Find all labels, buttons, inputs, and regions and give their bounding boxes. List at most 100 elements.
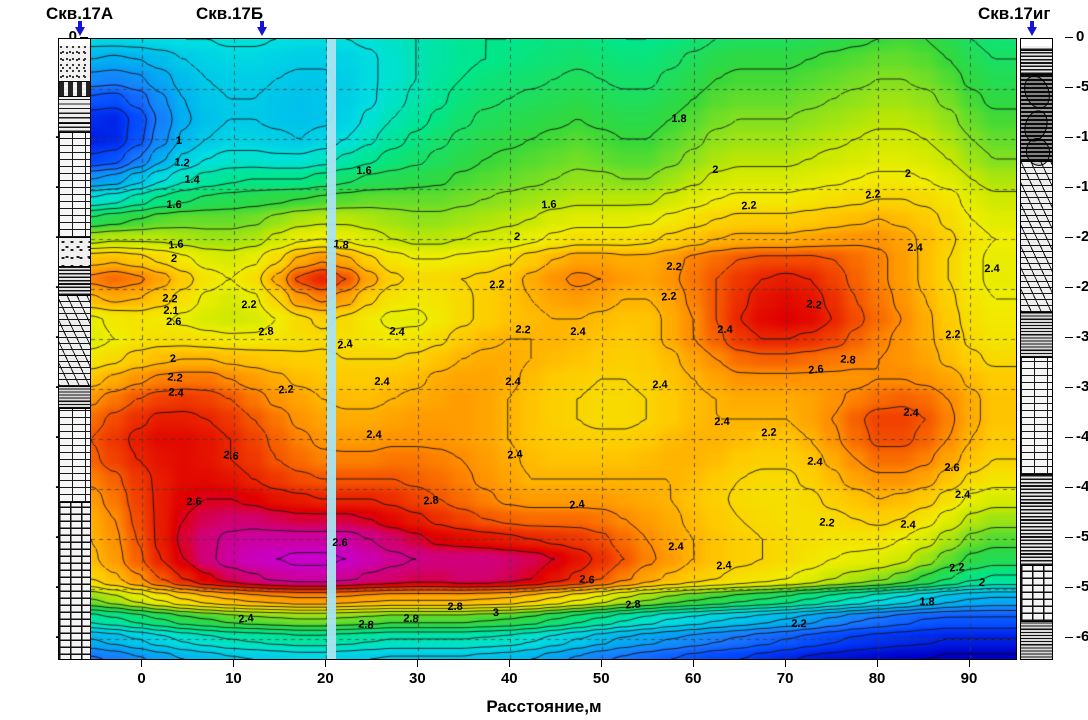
contour-label: 2	[978, 576, 986, 590]
y-tick-label-right: -45	[1065, 478, 1088, 495]
log-layer	[59, 267, 90, 296]
x-tick-label: 40	[500, 670, 518, 687]
log-layer	[59, 387, 90, 409]
y-tick-label-right: -15	[1065, 178, 1088, 195]
contour-label: 2.6	[222, 449, 239, 463]
contour-label: 2.6	[578, 573, 595, 587]
y-tick-label-right: -35	[1065, 378, 1088, 395]
x-tick-mark	[693, 659, 695, 667]
log-layer	[59, 97, 90, 124]
log-layer	[59, 82, 90, 97]
contour-label: 1.8	[918, 595, 935, 609]
y-tick-label-right: -40	[1065, 428, 1088, 445]
contour-label: 2.6	[332, 536, 348, 550]
log-layer	[1021, 75, 1052, 162]
x-tick-label: 50	[592, 670, 610, 687]
contour-label: 2.4	[389, 325, 406, 339]
contour-label: 2.2	[489, 278, 506, 292]
contour-label: 2.4	[167, 386, 184, 400]
bh-left-title: Скв.17А	[46, 4, 114, 23]
y-tick-label-right: -20	[1065, 228, 1088, 245]
x-tick-mark	[785, 659, 787, 667]
contour-label: 2.4	[366, 428, 382, 442]
contour-label: 2.4	[570, 325, 587, 339]
contour-label: 2.4	[899, 518, 916, 532]
log-layer	[1021, 51, 1052, 75]
y-tick-label-right: -30	[1065, 328, 1088, 345]
contour-label: 2.8	[257, 325, 274, 339]
log-layer	[1021, 162, 1052, 313]
y-tick-label-right: -60	[1065, 628, 1088, 645]
bh-right-log	[1020, 38, 1053, 660]
x-tick-mark	[417, 659, 419, 667]
log-layer	[1021, 475, 1052, 566]
y-tick-label-right: -50	[1065, 528, 1088, 545]
contour-label: 2	[513, 230, 521, 244]
contour-label: 2.4	[713, 415, 730, 429]
log-layer	[59, 133, 90, 238]
cross-section-plot[interactable]: 1 1.2 1.4 1.6 1.6 1.6 1.6 1.8 2 1.8 2 2 2.2 2.2 2 2.2 2.…	[90, 38, 1017, 660]
bh-left-log	[58, 38, 91, 660]
x-tick-mark	[233, 659, 235, 667]
contour-label: 2.2	[665, 260, 682, 274]
x-tick-label: 80	[868, 670, 886, 687]
contour-label: 2.4	[652, 378, 669, 392]
y-tick-label-right: 0	[1065, 28, 1084, 45]
x-tick-mark	[509, 659, 511, 667]
contour-label: 1.2	[173, 156, 191, 170]
contour-label: 2.2	[865, 188, 882, 202]
contour-label: 2.8	[839, 353, 856, 367]
x-tick-label: 90	[960, 670, 978, 687]
contour-label: 2	[905, 167, 912, 181]
log-layer	[1021, 566, 1052, 622]
contour-label: 2.6	[166, 316, 182, 328]
x-axis-label: Расстояние,м	[486, 697, 602, 716]
contour-label: 2.8	[403, 612, 419, 626]
contour-label: 2.2	[945, 328, 962, 342]
log-layer	[59, 39, 90, 82]
contour-label: 2.2	[948, 561, 966, 575]
contour-label: 2.2	[741, 199, 758, 213]
x-tick-mark	[969, 659, 971, 667]
y-tick-label-right: -25	[1065, 278, 1088, 295]
x-tick-label: 20	[317, 670, 334, 687]
contour-label: 2.2	[760, 426, 777, 440]
contour-label: 2.2	[661, 290, 678, 304]
contour-label: 2	[170, 252, 178, 266]
contour-label: 2.4	[907, 241, 923, 255]
contour-label: 2.2	[818, 516, 835, 530]
contour-label: 2.4	[717, 323, 734, 337]
water-level	[1021, 39, 1052, 46]
contour-label: 2.8	[423, 494, 440, 508]
contour-label: 2.4	[506, 448, 524, 462]
contour-label: 2.4	[715, 559, 732, 573]
log-layer	[59, 503, 90, 659]
log-layer	[59, 296, 90, 387]
bh-middle-title: Скв.17Б	[196, 4, 264, 23]
contour-label: 2.2	[166, 371, 183, 385]
log-layer	[59, 124, 90, 133]
contour-label: 2.6	[807, 363, 824, 377]
x-tick-label: 10	[225, 670, 242, 687]
contour-label: 2.2	[791, 617, 807, 631]
x-tick-label: 60	[684, 670, 702, 687]
contour-label: 2	[169, 352, 177, 366]
contour-label: 2.4	[668, 540, 684, 554]
x-tick-label: 0	[137, 670, 146, 687]
contour-label: 2.8	[357, 618, 375, 632]
x-tick-mark	[601, 659, 603, 667]
contour-label: 2.2	[805, 298, 822, 312]
y-tick-label: 0	[69, 28, 88, 45]
contour-label: 2.2	[515, 323, 532, 337]
contour-label: 1.4	[184, 173, 201, 187]
contour-label: 1.6	[356, 164, 372, 178]
contour-label: 3	[492, 606, 499, 620]
contour-label: 1.6	[540, 198, 557, 212]
x-tick-label: 70	[776, 670, 794, 687]
contour-label: 1.8	[332, 238, 350, 252]
log-layer	[59, 238, 90, 267]
contour-label: 2.6	[186, 495, 202, 509]
contour-label: 2.4	[903, 406, 920, 420]
contour-label: 2.4	[569, 498, 586, 512]
y-tick-label-right: -55	[1065, 578, 1088, 595]
